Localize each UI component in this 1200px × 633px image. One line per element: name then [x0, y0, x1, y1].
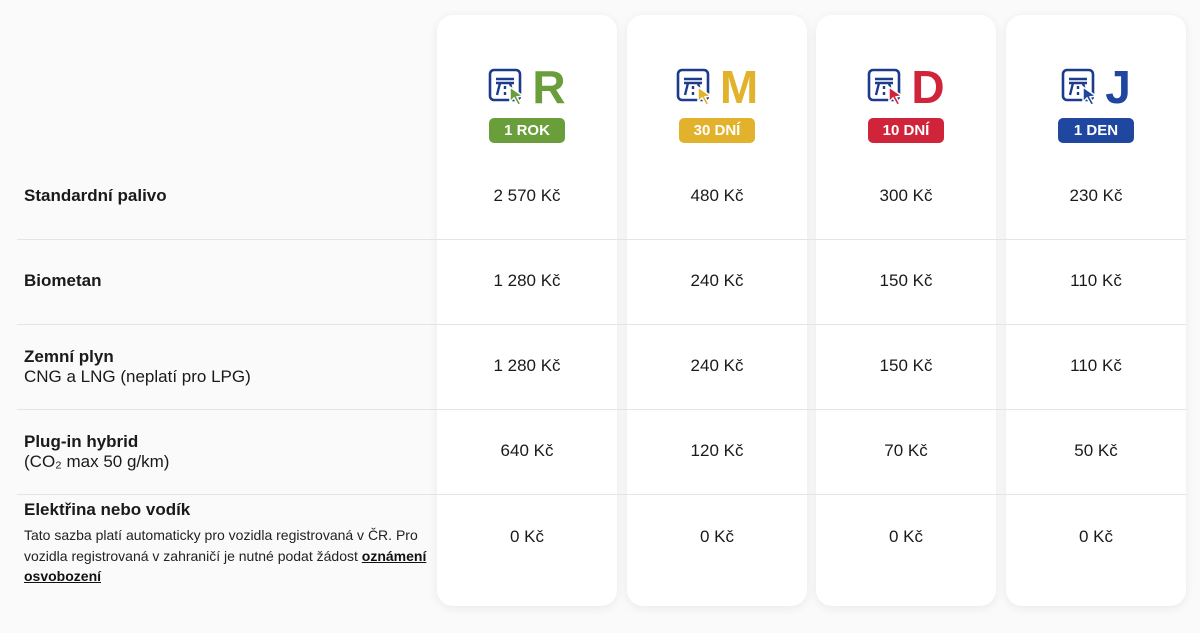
product-header: M 30 DNÍ: [627, 62, 807, 143]
product-logo: J: [1061, 62, 1131, 112]
card: [816, 15, 996, 606]
price-cell: 70 Kč: [884, 441, 928, 460]
product-letter: R: [532, 61, 566, 113]
row-subtitle: (CO₂ max 50 g/km): [24, 451, 170, 471]
exemption-link[interactable]: oznámení osvobození: [24, 547, 427, 585]
price-cell: 50 Kč: [1074, 441, 1118, 460]
product-badge: 10 DNÍ: [868, 118, 944, 143]
product-badge: 1 ROK: [489, 118, 565, 143]
price-cell: 110 Kč: [1070, 271, 1122, 290]
row-label: Elektřina nebo vodík Tato sazba platí aut…: [24, 500, 429, 587]
vignette-icon: [489, 68, 526, 106]
card: [437, 15, 617, 606]
price-cell: 1 280 Kč: [493, 356, 561, 375]
product-badge: 1 DEN: [1058, 118, 1134, 143]
row-separator: [17, 324, 1186, 325]
product-logo: D: [867, 61, 945, 113]
price-cell: 480 Kč: [690, 186, 744, 205]
product-letter: D: [911, 61, 945, 113]
row-subtitle: CNG a LNG (neplatí pro LPG): [24, 366, 251, 386]
price-cell: 120 Kč: [690, 441, 744, 460]
price-cell: 230 Kč: [1069, 186, 1123, 205]
product-header: R 1 ROK: [437, 62, 617, 143]
product-logo: R: [488, 61, 566, 113]
price-cell: 150 Kč: [879, 271, 933, 290]
price-cell: 640 Kč: [500, 441, 554, 460]
price-cell: 0 Kč: [509, 527, 545, 546]
row-title: Biometan: [24, 271, 102, 290]
row-note: Tato sazba platí automaticky pro vozidla…: [24, 525, 429, 587]
row-title: Plug-in hybrid: [24, 431, 139, 451]
vignette-icon: [676, 68, 713, 106]
row-label: Biometan: [24, 271, 429, 291]
price-cell: 1 280 Kč: [493, 271, 561, 290]
price-cell: 240 Kč: [690, 271, 744, 290]
price-cell: 150 Kč: [879, 356, 933, 375]
product-logo: M: [676, 62, 758, 112]
price-cell: 110 Kč: [1070, 356, 1122, 375]
row-label: Zemní plyn CNG a LNG (neplatí pro LPG): [24, 347, 429, 386]
row-separator: [17, 239, 1186, 240]
product-letter: J: [1105, 61, 1131, 113]
product-header: D 10 DNÍ: [816, 62, 996, 143]
price-cell: 300 Kč: [879, 186, 933, 205]
product-header: J 1 DEN: [1006, 62, 1186, 143]
row-title: Standardní palivo: [24, 186, 167, 205]
row-title: Elektřina nebo vodík: [24, 500, 191, 519]
price-cell: 240 Kč: [690, 356, 744, 375]
row-separator: [17, 494, 1186, 495]
product-letter: M: [719, 61, 759, 113]
row-separator: [17, 409, 1186, 410]
card: [1006, 15, 1186, 606]
row-label: Standardní palivo: [24, 186, 429, 206]
vignette-icon: [868, 68, 905, 106]
price-cell: 0 Kč: [1078, 527, 1114, 546]
vignette-icon: [1061, 68, 1099, 106]
price-cell: 2 570 Kč: [493, 186, 561, 205]
row-label: Plug-in hybrid (CO₂ max 50 g/km): [24, 432, 429, 471]
product-badge: 30 DNÍ: [679, 118, 755, 143]
row-title: Zemní plyn: [24, 346, 114, 366]
price-cell: 0 Kč: [699, 527, 735, 546]
note-text: Tato sazba platí automaticky pro vozidla…: [24, 527, 418, 564]
card: [627, 15, 807, 606]
price-cell: 0 Kč: [888, 527, 924, 546]
